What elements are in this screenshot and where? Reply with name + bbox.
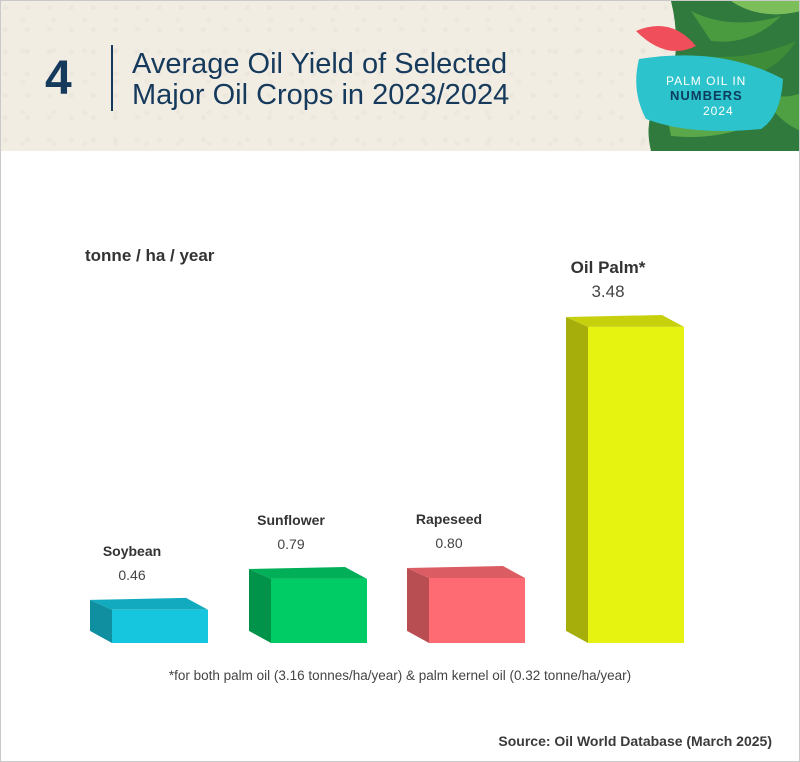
- footnote: *for both palm oil (3.16 tonnes/ha/year)…: [168, 668, 632, 683]
- value-label: 0.46: [118, 567, 145, 583]
- value-label: 0.79: [277, 536, 304, 552]
- bar-soybean: [90, 597, 208, 643]
- bar-top-face: [566, 315, 684, 327]
- bar-front-face: [112, 609, 208, 643]
- category-label: Rapeseed: [416, 511, 482, 527]
- category-label: Oil Palm*: [571, 258, 646, 277]
- bar-oil-palm: [566, 315, 684, 643]
- bar-top-face: [407, 566, 525, 578]
- value-label: 3.48: [591, 282, 624, 301]
- badge-line-1: PALM OIL IN: [666, 74, 746, 88]
- bar-side-face: [407, 568, 429, 643]
- bar-sunflower: [249, 566, 367, 643]
- bar-side-face: [90, 599, 112, 643]
- unit-label: tonne / ha / year: [85, 246, 215, 265]
- bar-top-face: [249, 566, 367, 579]
- bar-top-face: [90, 597, 208, 610]
- header-divider: [111, 45, 113, 111]
- header-banner: 4 Average Oil Yield of Selected Major Oi…: [1, 1, 799, 151]
- category-label: Sunflower: [257, 512, 325, 528]
- source-note: Source: Oil World Database (March 2025): [498, 733, 772, 749]
- bar-front-face: [588, 326, 684, 643]
- palm-oil-in-numbers-badge: PALM OIL IN NUMBERS 2024: [636, 1, 799, 151]
- category-label: Soybean: [103, 543, 161, 559]
- teal-badge-shape: [636, 55, 783, 132]
- bar-side-face: [249, 568, 271, 643]
- bar-front-face: [429, 577, 525, 643]
- chart-title: Average Oil Yield of Selected Major Oil …: [132, 48, 510, 111]
- badge-line-3: 2024: [703, 104, 734, 118]
- red-petal-shape: [636, 26, 696, 51]
- value-label: 0.80: [435, 535, 462, 551]
- bar-rapeseed: [407, 566, 525, 643]
- bar-front-face: [271, 578, 367, 643]
- figure-number: 4: [45, 52, 72, 105]
- badge-line-2: NUMBERS: [670, 88, 743, 103]
- bar-side-face: [566, 317, 588, 643]
